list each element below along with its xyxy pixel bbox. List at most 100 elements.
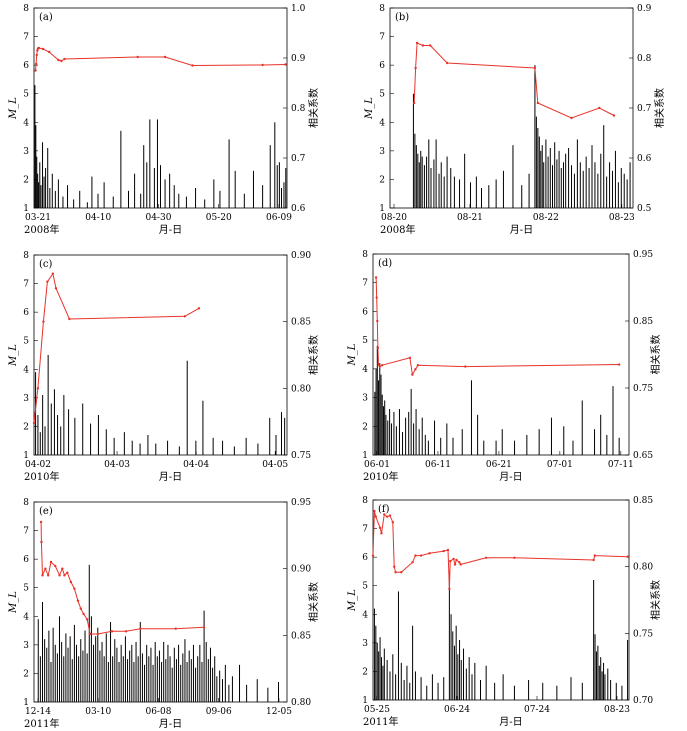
y-left-tick-label: 2 [23,669,29,679]
correlation-point [49,560,53,564]
y-right-tick-label: 0.75 [633,629,653,639]
y-left-tick-label: 4 [23,365,29,375]
x-tick-label: 08-23 [609,213,635,223]
y-right-tick-label: 0.70 [633,696,653,706]
correlation-line [413,42,615,119]
correlation-point [484,556,488,559]
correlation-point [393,565,396,568]
x-tick-label: 05-25 [364,705,390,715]
x-axis-label: 月-日 [499,716,522,728]
y-left-tick-label: 6 [23,555,29,565]
panel-label: (c) [39,259,53,270]
correlation-point [183,315,187,318]
correlation-point [598,106,601,110]
correlation-point [429,44,432,47]
correlation-point [110,630,114,633]
correlation-point [261,63,264,67]
correlation-point [414,66,417,70]
panel-label: (a) [39,12,53,23]
y-left-tick-label: 5 [379,90,385,100]
x-tick-label: 06-09 [266,213,292,223]
y-left-tick-label: 8 [23,251,29,261]
correlation-point [411,561,414,564]
correlation-point [163,55,167,59]
correlation-point [533,66,537,70]
correlation-point [378,526,382,529]
x-tick-label: 06-21 [486,460,512,470]
y-right-tick-label: 0.6 [637,154,652,164]
correlation-point [32,421,36,425]
y-left-tick-label: 4 [23,612,29,622]
correlation-point [54,564,57,568]
y-left-tick-label: 2 [379,175,385,185]
correlation-point [385,515,389,518]
y-left-tick-label: 2 [23,422,29,432]
correlation-point [536,101,540,105]
correlation-point [570,116,573,120]
correlation-point [593,554,596,557]
x-tick-label: 03-21 [25,213,51,223]
y-left-tick-label: 1 [23,204,29,214]
y-right-tick-label: 0.7 [637,104,652,114]
y-right-tick-label: 0.85 [633,496,653,506]
correlation-point [63,57,66,61]
correlation-point [197,307,201,310]
correlation-point [136,55,139,59]
correlation-point [69,580,73,584]
correlation-point [380,532,383,535]
correlation-point [41,574,44,577]
correlation-point [452,557,455,561]
correlation-line [375,277,620,377]
correlation-point [453,563,457,566]
correlation-point [419,554,423,557]
x-tick-label: 03-10 [85,707,111,717]
x-tick-label: 04-04 [183,460,209,470]
y-left-tick-label: 7 [23,33,29,43]
x-tick-label: 08-23 [604,705,630,715]
x-tick-label: 12-05 [266,707,292,717]
x-tick-label: 07-01 [547,460,573,470]
y-left-tick-label: 8 [362,496,368,506]
correlation-point [36,387,40,390]
correlation-point [68,317,71,321]
correlation-line [35,47,286,71]
correlation-point [446,548,450,552]
correlation-point [400,571,403,574]
correlation-point [96,632,99,636]
correlation-point [57,58,60,62]
correlation-point [40,540,43,544]
x-tick-label: 08-21 [457,213,483,223]
y-left-tick-label: 1 [379,204,385,214]
correlation-point [459,563,462,566]
y-right-axis-label: 相关系数 [307,582,320,622]
y-right-tick-label: 0.95 [291,498,311,508]
year-label: 2010年 [24,470,59,483]
y-right-tick-label: 0.75 [633,384,653,394]
y-left-axis-label: M_L [364,97,375,120]
x-tick-label: 06-01 [364,460,390,470]
correlation-point [76,599,80,602]
panel-label: (f) [378,504,390,515]
correlation-point [449,559,452,563]
y-left-tick-label: 6 [362,553,368,563]
correlation-point [174,627,177,630]
plot-frame [33,254,288,456]
panel-f: 1 2 3 4 5 6 7 8 0.70 0.75 0.80 0.85 05-25 06-24 07-24 0… [347,496,662,728]
correlation-point [408,356,412,360]
y-right-tick-label: 0.6 [291,204,306,214]
y-right-tick-label: 0.8 [291,104,306,114]
correlation-point [48,50,51,54]
y-left-tick-label: 7 [379,33,385,43]
y-left-tick-label: 2 [362,422,368,432]
y-left-tick-label: 1 [23,698,29,708]
y-left-axis-label: M_L [8,591,19,614]
correlation-point [381,364,384,367]
x-axis-label: 月-日 [499,471,522,483]
y-left-tick-label: 5 [23,337,29,347]
correlation-point [388,514,392,517]
x-tick-label: 06-24 [444,705,470,715]
correlation-point [66,571,69,574]
y-right-tick-label: 0.80 [291,698,311,708]
x-tick-label: 06-11 [425,460,451,470]
